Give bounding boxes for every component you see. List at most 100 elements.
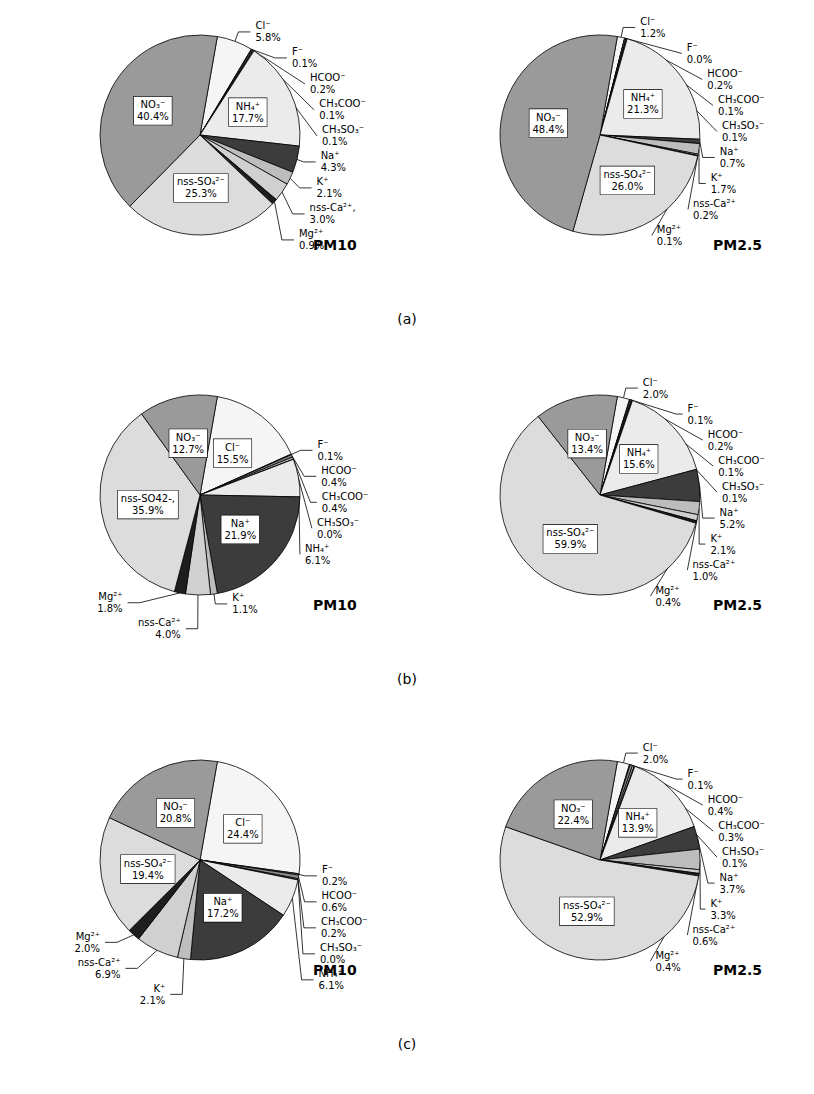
svg-text:2.1%: 2.1% <box>710 545 735 556</box>
svg-text:0.6%: 0.6% <box>692 936 717 947</box>
svg-text:22.4%: 22.4% <box>557 815 589 826</box>
svg-text:PM2.5: PM2.5 <box>713 962 762 978</box>
svg-text:12.7%: 12.7% <box>172 444 204 455</box>
svg-text:Mg²⁺: Mg²⁺ <box>98 591 122 602</box>
svg-text:1.8%: 1.8% <box>97 603 122 614</box>
svg-text:0.2%: 0.2% <box>707 80 732 91</box>
svg-text:K⁺: K⁺ <box>710 898 722 909</box>
svg-text:CH₃SO₃⁻: CH₃SO₃⁻ <box>722 120 764 131</box>
svg-text:nss-SO₄²⁻: nss-SO₄²⁻ <box>603 169 651 180</box>
svg-text:K⁺: K⁺ <box>232 592 244 603</box>
svg-text:2.0%: 2.0% <box>643 389 668 400</box>
svg-text:K⁺: K⁺ <box>711 172 723 183</box>
svg-text:0.7%: 0.7% <box>720 158 745 169</box>
svg-text:0.1%: 0.1% <box>718 106 743 117</box>
svg-text:0.3%: 0.3% <box>718 832 743 843</box>
svg-text:6.9%: 6.9% <box>95 969 120 980</box>
svg-text:1.1%: 1.1% <box>232 604 257 615</box>
svg-text:0.1%: 0.1% <box>722 132 747 143</box>
svg-text:5.2%: 5.2% <box>720 519 745 530</box>
svg-text:1.7%: 1.7% <box>711 184 736 195</box>
svg-text:6.1%: 6.1% <box>305 555 330 566</box>
svg-text:0.2%: 0.2% <box>310 84 335 95</box>
svg-text:nss-Ca²⁺: nss-Ca²⁺ <box>138 617 181 628</box>
svg-text:59.9%: 59.9% <box>554 539 586 550</box>
svg-text:Na⁺: Na⁺ <box>720 146 739 157</box>
svg-text:K⁺: K⁺ <box>317 176 329 187</box>
svg-text:PM10: PM10 <box>313 597 357 613</box>
svg-text:0.1%: 0.1% <box>722 493 747 504</box>
svg-text:6.1%: 6.1% <box>319 980 344 991</box>
svg-text:1.0%: 1.0% <box>692 571 717 582</box>
svg-text:4.3%: 4.3% <box>321 162 346 173</box>
svg-text:48.4%: 48.4% <box>532 124 564 135</box>
svg-text:NH₄⁺: NH₄⁺ <box>626 811 650 822</box>
svg-text:NO₃⁻: NO₃⁻ <box>176 432 201 443</box>
svg-text:F⁻: F⁻ <box>292 46 303 57</box>
svg-text:15.5%: 15.5% <box>217 454 249 465</box>
svg-text:(a): (a) <box>397 311 417 327</box>
svg-text:24.4%: 24.4% <box>227 829 259 840</box>
svg-text:Cl⁻: Cl⁻ <box>255 20 270 31</box>
svg-text:CH₃COO⁻: CH₃COO⁻ <box>718 820 765 831</box>
svg-text:0.4%: 0.4% <box>708 806 733 817</box>
svg-text:0.1%: 0.1% <box>318 451 343 462</box>
svg-text:NO₃⁻: NO₃⁻ <box>536 112 561 123</box>
svg-text:CH₃COO⁻: CH₃COO⁻ <box>321 916 368 927</box>
svg-text:PM10: PM10 <box>313 237 357 253</box>
svg-text:5.8%: 5.8% <box>255 32 280 43</box>
svg-text:PM10: PM10 <box>313 962 357 978</box>
svg-text:CH₃SO₃⁻: CH₃SO₃⁻ <box>317 517 359 528</box>
svg-text:Na⁺: Na⁺ <box>720 872 739 883</box>
svg-text:K⁺: K⁺ <box>153 983 165 994</box>
svg-text:CH₃SO₃⁻: CH₃SO₃⁻ <box>722 846 764 857</box>
svg-text:2.1%: 2.1% <box>317 188 342 199</box>
svg-text:nss-Ca²⁺: nss-Ca²⁺ <box>693 198 736 209</box>
svg-text:21.3%: 21.3% <box>627 104 659 115</box>
svg-text:20.8%: 20.8% <box>160 813 192 824</box>
svg-text:Mg²⁺: Mg²⁺ <box>655 950 679 961</box>
svg-text:Mg²⁺: Mg²⁺ <box>76 931 100 942</box>
svg-text:0.1%: 0.1% <box>322 136 347 147</box>
svg-text:CH₃COO⁻: CH₃COO⁻ <box>718 94 765 105</box>
svg-text:NH₄⁺: NH₄⁺ <box>236 101 260 112</box>
svg-text:0.2%: 0.2% <box>321 928 346 939</box>
svg-text:3.3%: 3.3% <box>710 910 735 921</box>
svg-text:25.3%: 25.3% <box>185 188 217 199</box>
svg-text:HCOO⁻: HCOO⁻ <box>707 68 743 79</box>
svg-text:F⁻: F⁻ <box>687 42 698 53</box>
svg-text:40.4%: 40.4% <box>137 111 169 122</box>
svg-text:nss-SO₄²⁻: nss-SO₄²⁻ <box>563 900 611 911</box>
svg-text:NO₃⁻: NO₃⁻ <box>575 432 600 443</box>
svg-text:HCOO⁻: HCOO⁻ <box>708 429 744 440</box>
svg-text:F⁻: F⁻ <box>322 864 333 875</box>
svg-text:0.1%: 0.1% <box>292 58 317 69</box>
svg-text:Cl⁻: Cl⁻ <box>643 377 658 388</box>
svg-text:nss-SO₄²⁻: nss-SO₄²⁻ <box>177 176 225 187</box>
svg-text:(c): (c) <box>398 1036 417 1052</box>
svg-text:NO₃⁻: NO₃⁻ <box>561 803 586 814</box>
svg-text:17.2%: 17.2% <box>207 908 239 919</box>
svg-text:0.1%: 0.1% <box>319 110 344 121</box>
svg-text:K⁺: K⁺ <box>710 533 722 544</box>
svg-text:NO₃⁻: NO₃⁻ <box>163 801 188 812</box>
svg-text:Cl⁻: Cl⁻ <box>643 742 658 753</box>
svg-text:0.2%: 0.2% <box>708 441 733 452</box>
svg-text:Cl⁻: Cl⁻ <box>640 16 655 27</box>
svg-text:21.9%: 21.9% <box>224 530 256 541</box>
svg-text:2.0%: 2.0% <box>75 943 100 954</box>
svg-text:2.0%: 2.0% <box>643 754 668 765</box>
svg-text:nss-SO₄²⁻: nss-SO₄²⁻ <box>124 858 172 869</box>
svg-text:nss-Ca²⁺: nss-Ca²⁺ <box>78 957 121 968</box>
svg-text:0.0%: 0.0% <box>687 54 712 65</box>
svg-text:nss-Ca²⁺: nss-Ca²⁺ <box>692 559 735 570</box>
svg-text:F⁻: F⁻ <box>688 768 699 779</box>
svg-text:0.2%: 0.2% <box>693 210 718 221</box>
svg-text:0.4%: 0.4% <box>655 962 680 973</box>
svg-text:0.1%: 0.1% <box>722 858 747 869</box>
svg-text:0.4%: 0.4% <box>321 477 346 488</box>
svg-text:0.0%: 0.0% <box>317 529 342 540</box>
svg-text:0.4%: 0.4% <box>322 503 347 514</box>
svg-text:19.4%: 19.4% <box>132 870 164 881</box>
svg-text:0.2%: 0.2% <box>322 876 347 887</box>
